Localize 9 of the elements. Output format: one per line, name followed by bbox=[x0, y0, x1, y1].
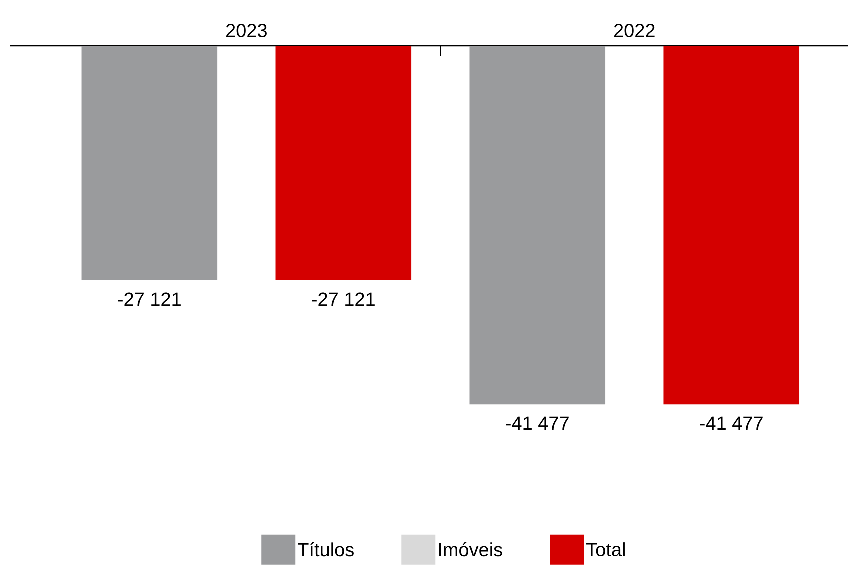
data-label: -41 477 bbox=[700, 416, 763, 430]
data-label: -41 477 bbox=[506, 416, 569, 430]
legend-label: Total bbox=[586, 542, 625, 557]
x-tick-label: 2023 bbox=[226, 24, 267, 38]
x-tick-label: 2022 bbox=[614, 24, 655, 38]
data-label: -27 121 bbox=[312, 292, 375, 306]
data-label: -27 121 bbox=[118, 292, 181, 306]
legend-label: Títulos bbox=[298, 542, 354, 557]
legend-label: Imóveis bbox=[439, 542, 502, 557]
